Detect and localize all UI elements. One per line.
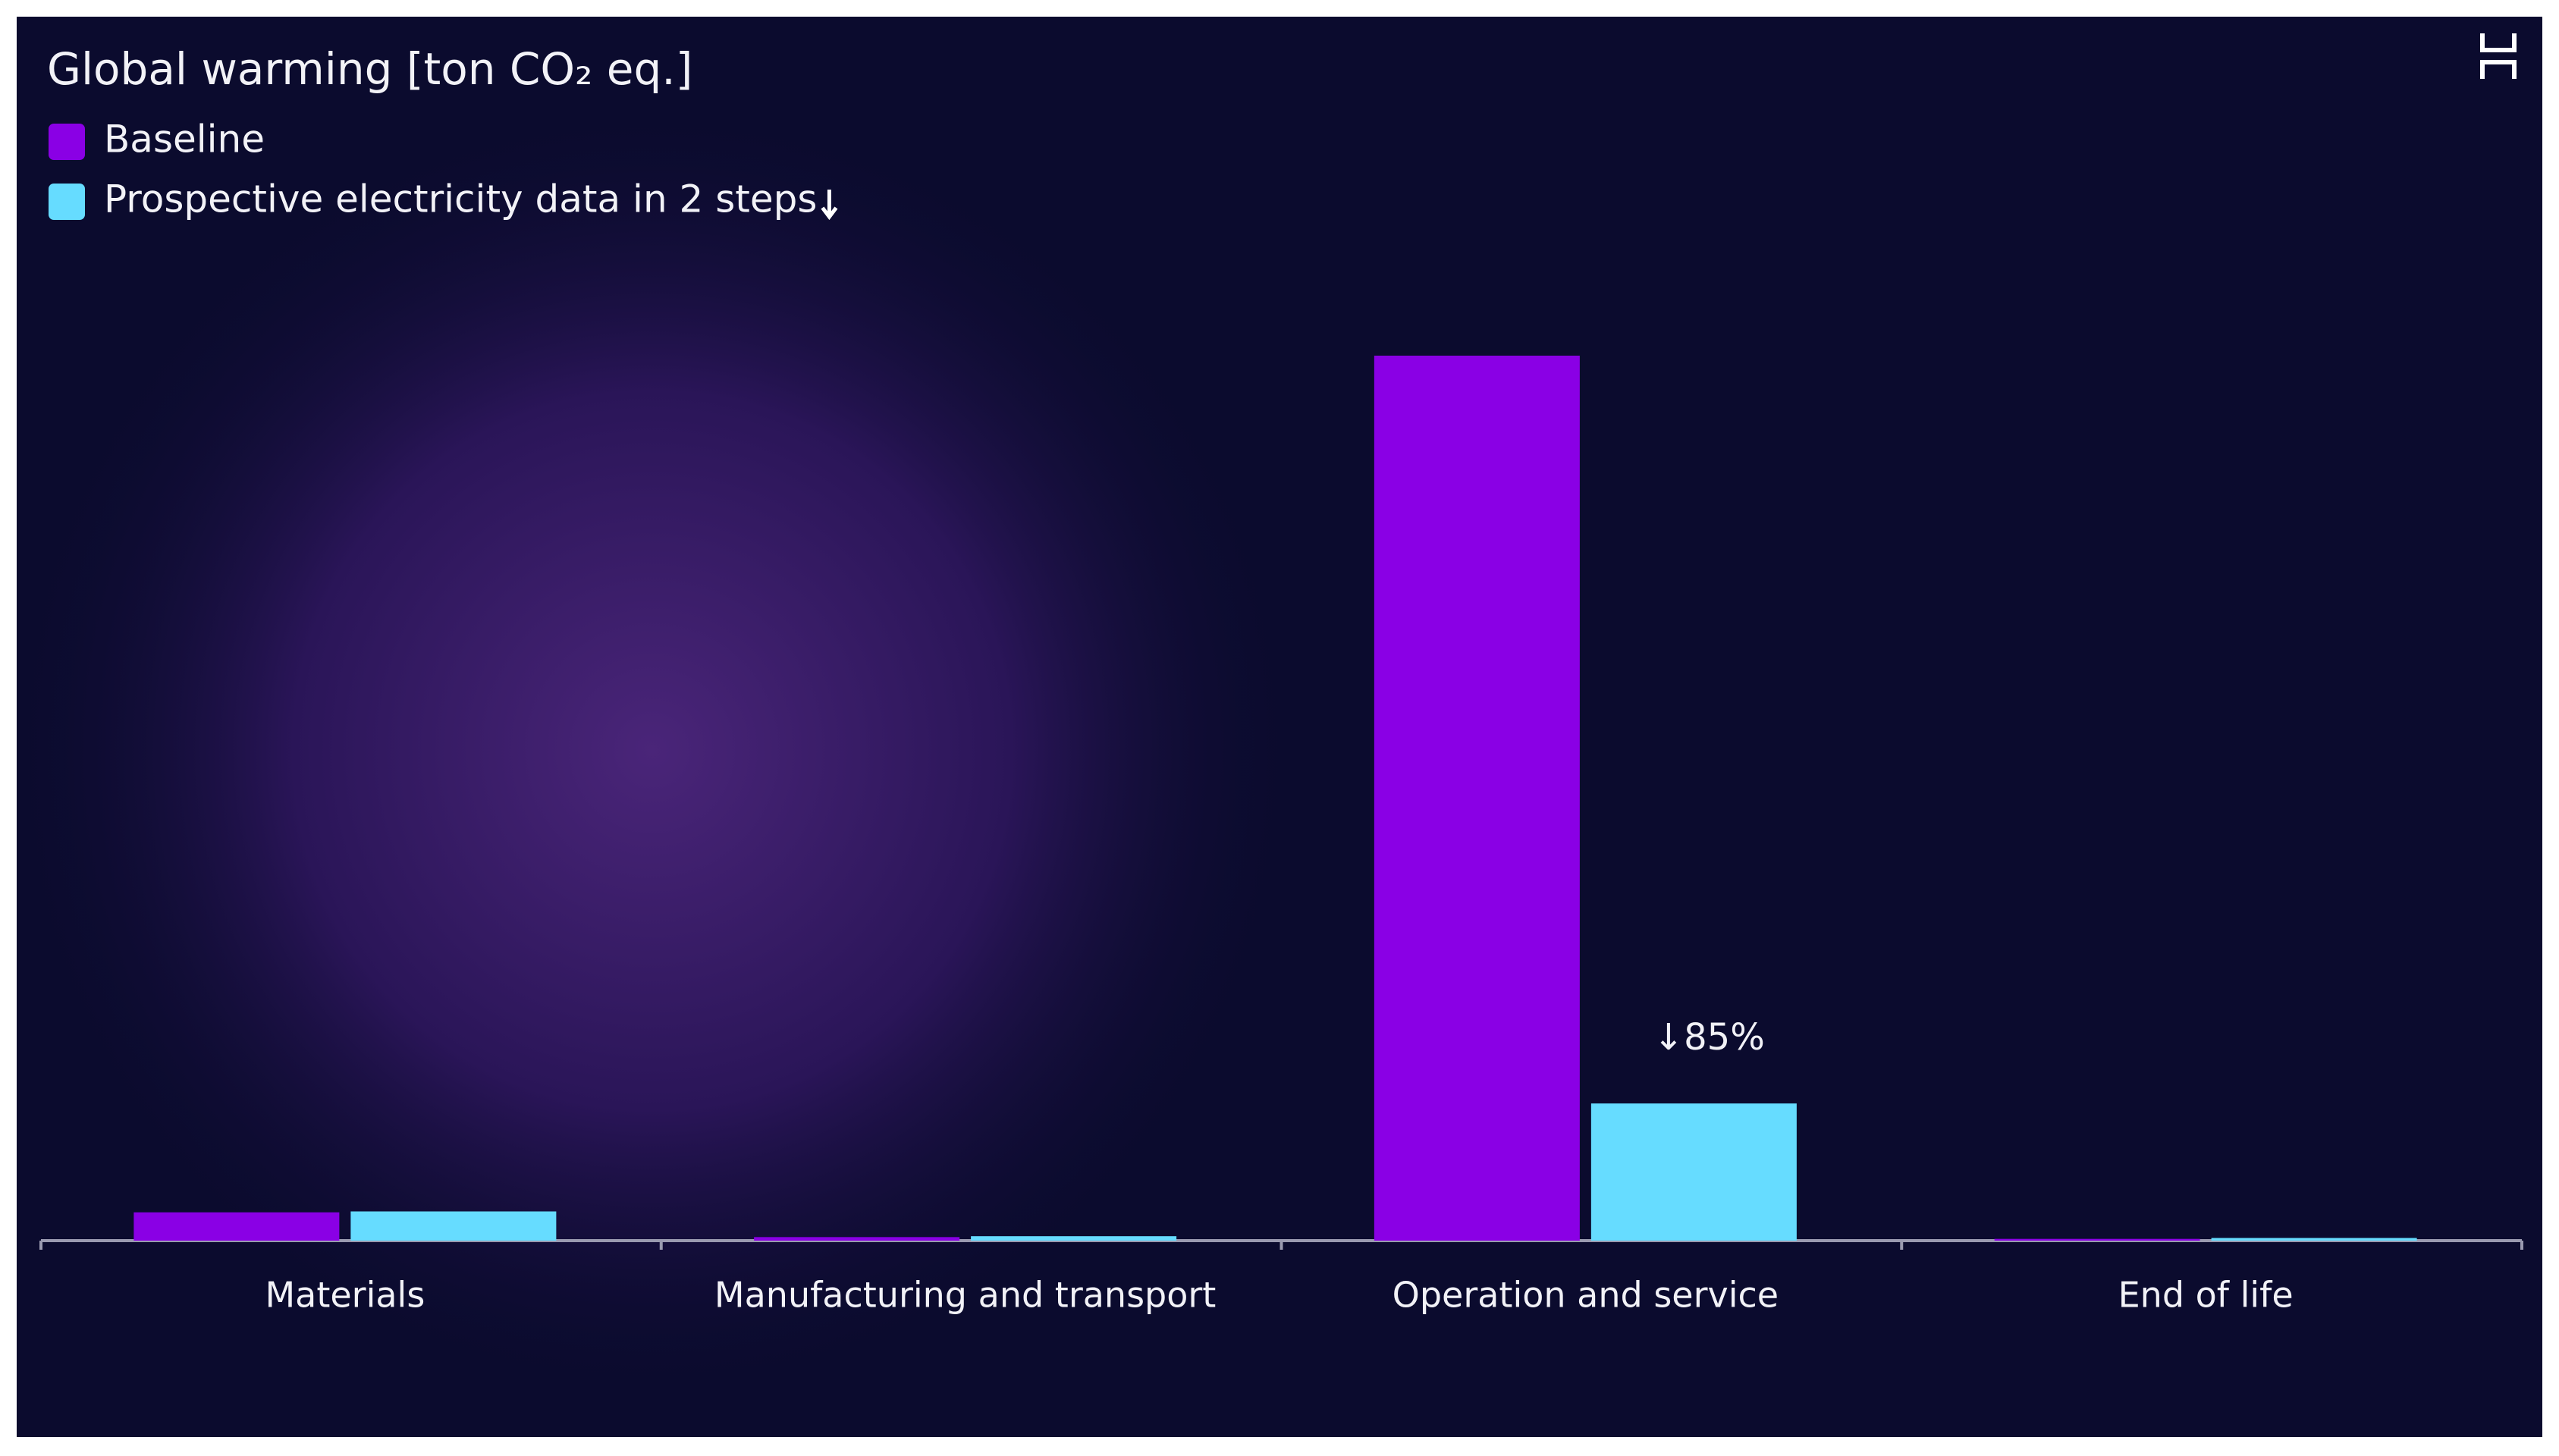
bar bbox=[1374, 356, 1580, 1241]
chart-title: Global warming [ton CO₂ eq.] bbox=[47, 43, 692, 95]
bar bbox=[754, 1237, 960, 1241]
change-label: ↓85% bbox=[1653, 1016, 1765, 1059]
bar bbox=[971, 1236, 1177, 1241]
plot-area: Materials Manufacturing and transport Oper… bbox=[39, 356, 2523, 1316]
legend-label: Prospective electricity data in 2 steps bbox=[104, 177, 817, 221]
bar bbox=[1590, 1103, 1797, 1241]
x-tick-label: End of life bbox=[2118, 1275, 2294, 1316]
bar bbox=[2211, 1238, 2417, 1241]
x-tick-label: Operation and service bbox=[1393, 1275, 1779, 1316]
legend: Baseline Prospective electricity data in … bbox=[49, 118, 838, 221]
legend-swatch bbox=[49, 124, 85, 160]
bar bbox=[1994, 1238, 2200, 1241]
panel-glow bbox=[17, 17, 2542, 1437]
dropdown-arrow[interactable] bbox=[821, 190, 838, 221]
legend-swatch bbox=[49, 184, 85, 220]
x-tick-label: Manufacturing and transport bbox=[714, 1275, 1216, 1316]
collapse-icon[interactable] bbox=[2480, 33, 2517, 79]
bar bbox=[133, 1212, 340, 1241]
bar bbox=[350, 1211, 557, 1241]
legend-label: Baseline bbox=[104, 118, 265, 162]
x-tick-label: Materials bbox=[265, 1275, 425, 1316]
